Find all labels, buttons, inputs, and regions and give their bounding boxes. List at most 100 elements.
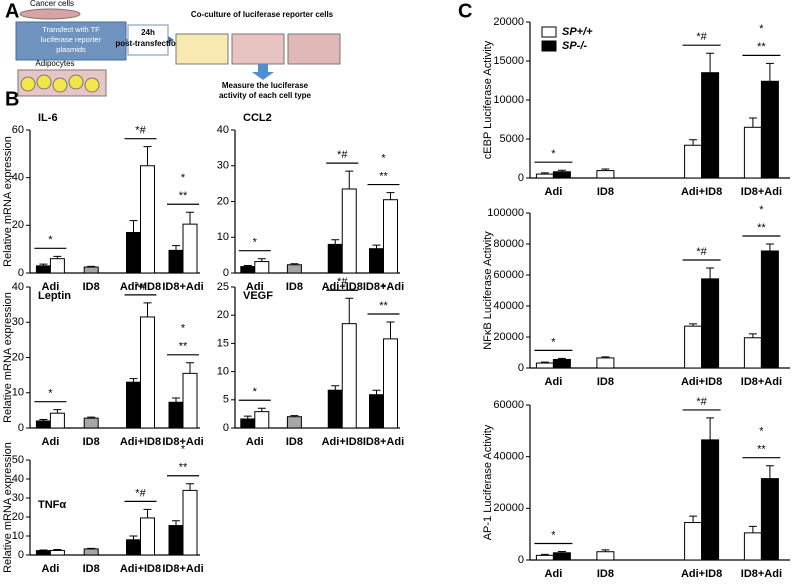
error-bar	[601, 168, 610, 171]
error-bar	[186, 211, 194, 225]
x-tick-label: Adi+ID8	[120, 563, 161, 575]
label: Transfect with TF	[42, 25, 100, 34]
box	[15, 21, 127, 61]
bar	[327, 389, 343, 429]
bar	[760, 250, 779, 369]
y-tick-label: 20000	[493, 331, 524, 343]
annotation: *#	[135, 281, 146, 293]
x-tick-label: ID8	[597, 186, 614, 198]
bar	[254, 411, 270, 429]
bar	[182, 489, 198, 556]
bar	[743, 337, 762, 369]
bar	[596, 170, 615, 179]
error-bar	[143, 508, 152, 518]
y-tick-label: 25	[217, 281, 229, 293]
annotation: *#	[337, 149, 348, 161]
annotation: *	[181, 444, 186, 456]
error-bar	[345, 297, 354, 324]
y-tick-label: 60	[12, 124, 24, 136]
well	[175, 33, 229, 65]
bar	[35, 420, 51, 429]
box	[127, 24, 169, 56]
bar	[35, 265, 51, 274]
annotation: *#	[696, 396, 707, 408]
y-tick-label: 30	[217, 160, 229, 172]
chart: 0 20000 40000 60000 80000 100000 NFκB Lucifera…	[482, 204, 790, 388]
annotation: *	[381, 282, 386, 294]
annotation: **	[757, 444, 766, 456]
error-bar	[257, 407, 266, 412]
bar	[35, 550, 51, 556]
bar	[83, 266, 99, 274]
chart: 0 10 20 30 40 Leptin Relative mRNA expression A…	[2, 281, 204, 448]
cells	[20, 74, 100, 93]
label: plasmids	[56, 45, 86, 54]
error-bar	[39, 549, 48, 551]
bar	[126, 381, 141, 429]
y-tick-label: 10000	[493, 94, 524, 106]
annotation: *	[551, 336, 556, 348]
bar	[383, 338, 398, 429]
annotation: *	[381, 152, 386, 164]
bar	[369, 248, 384, 274]
annotation: *	[181, 323, 186, 335]
error-bar	[129, 378, 138, 383]
error-bar	[186, 362, 194, 374]
y-tick-label: 40000	[493, 451, 524, 463]
x-tick-label: Adi	[42, 281, 60, 293]
panel-label: A	[5, 0, 19, 22]
error-bar	[689, 515, 698, 523]
chart: 0 20 40 60 IL-6 Relative mRNA expression Adi ID…	[2, 112, 204, 293]
bar	[552, 358, 571, 369]
x-tick-label: Adi+ID8	[681, 186, 722, 198]
annotation: *	[253, 237, 258, 249]
bar	[596, 551, 615, 561]
x-tick-label: ID8+Adi	[162, 436, 203, 448]
bar	[701, 439, 720, 561]
annotation: *#	[696, 246, 707, 258]
y-tick-label: 50	[12, 454, 24, 466]
bar	[240, 418, 256, 429]
y-axis-label: Relative mRNA expression	[2, 442, 14, 573]
error-bar	[331, 385, 340, 391]
well	[231, 33, 285, 65]
bar	[49, 258, 65, 274]
error-bar	[172, 397, 180, 403]
diagram: Cancer cells Transfect with TF luciferas…	[15, 0, 341, 100]
bar	[596, 357, 615, 369]
x-tick-label: ID8+Adi	[741, 186, 782, 198]
chart-title: TNFα	[38, 499, 66, 511]
x-tick-label: ID8	[597, 376, 614, 388]
legend-label: SP-/-	[562, 40, 587, 52]
bar	[286, 416, 302, 429]
y-axis-label: Relative mRNA expression	[2, 292, 14, 423]
y-tick-label: 20	[217, 195, 229, 207]
error-bar	[540, 172, 549, 175]
error-bar	[172, 245, 180, 251]
annotation: **	[379, 300, 388, 312]
label: 24h	[141, 28, 155, 37]
arrow-head	[168, 36, 174, 44]
error-bar	[689, 139, 698, 146]
bar	[684, 522, 703, 561]
y-tick-label: 20	[12, 219, 24, 231]
error-bar	[540, 361, 549, 364]
annotation: *	[551, 529, 556, 541]
error-bar	[129, 535, 138, 540]
annotation: **	[757, 222, 766, 234]
y-axis-label: Relative mRNA expression	[2, 136, 14, 267]
bar	[743, 532, 762, 561]
x-tick-label: Adi+ID8	[120, 436, 161, 448]
error-bar	[540, 553, 549, 556]
error-bar	[290, 263, 299, 265]
error-bar	[706, 417, 715, 440]
error-bar	[689, 323, 698, 327]
chart-title: Leptin	[38, 290, 71, 302]
y-tick-label: 60000	[493, 399, 524, 411]
error-bar	[243, 415, 252, 419]
annotation: *	[759, 426, 764, 438]
error-bar	[372, 389, 381, 395]
y-tick-label: 15	[217, 337, 229, 349]
dish	[19, 8, 81, 20]
